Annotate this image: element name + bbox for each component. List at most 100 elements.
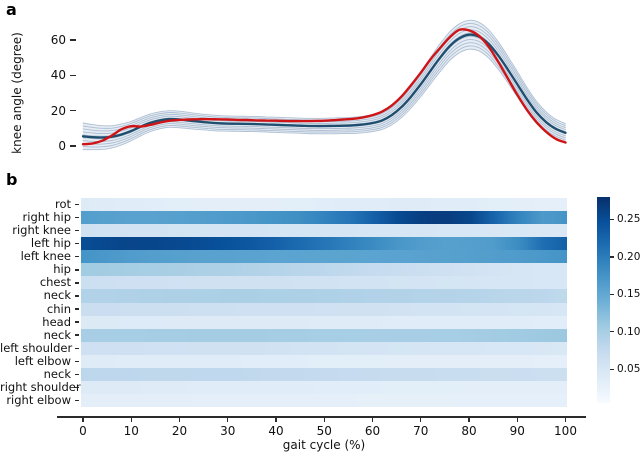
x-tick-label: 30 — [220, 424, 236, 438]
heatmap-row-label: right shoulder — [0, 379, 81, 394]
colorbar-tick-mark — [610, 293, 614, 296]
heatmap-row — [80, 341, 567, 356]
heatmap-row — [80, 328, 567, 343]
band-line — [82, 48, 566, 151]
heatmap-row — [80, 263, 567, 277]
x-tick-mark — [275, 417, 277, 423]
x-tick-mark — [420, 417, 422, 423]
heatmap-row — [80, 354, 567, 369]
panel-a-letter: a — [6, 0, 17, 19]
red-reference-line — [81, 27, 567, 146]
heatmap-row-label: chest — [39, 275, 71, 290]
x-tick-label: 50 — [316, 424, 332, 438]
y-tick-label: 20 — [50, 103, 66, 118]
heatmap-row-label: left hip — [30, 236, 71, 251]
heatmap-row-label: neck — [43, 366, 71, 381]
heatmap-row — [80, 276, 567, 290]
heatmap-row — [80, 211, 567, 225]
band-line — [82, 45, 566, 148]
heatmap-row — [80, 315, 567, 330]
heatmap-row-label: head — [42, 314, 71, 329]
band-line — [82, 42, 566, 145]
x-axis-spine — [57, 416, 586, 418]
heatmap-row-label: neck — [43, 288, 71, 303]
x-tick-label: 90 — [509, 424, 525, 438]
x-tick-mark — [323, 417, 325, 423]
row-tick-mark — [75, 295, 79, 297]
y-tick-label: 40 — [50, 68, 66, 83]
row-tick-mark — [75, 256, 79, 258]
x-tick-label: 10 — [123, 424, 139, 438]
attention-heatmap — [80, 198, 567, 408]
row-tick-mark — [75, 269, 79, 271]
colorbar — [597, 197, 610, 403]
y-tick-mark — [70, 39, 76, 41]
panel-b-letter: b — [6, 170, 18, 189]
knee-angle-line-chart — [81, 19, 567, 151]
x-tick-mark — [564, 417, 567, 423]
heatmap-row — [80, 224, 567, 238]
row-tick-mark — [75, 360, 79, 362]
x-tick-label: 100 — [554, 424, 577, 438]
y-tick-mark — [70, 109, 76, 112]
row-tick-mark — [75, 308, 79, 310]
x-axis-label-gait-cycle: gait cycle (%) — [282, 438, 366, 452]
x-tick-label: 40 — [268, 424, 284, 438]
row-tick-mark — [75, 334, 79, 336]
x-tick-label: 0 — [79, 424, 87, 438]
x-tick-mark — [371, 417, 374, 423]
heatmap-row-label: right knee — [12, 223, 71, 238]
x-tick-label: 60 — [364, 424, 381, 438]
colorbar-tick-mark — [610, 331, 614, 333]
heatmap-row — [80, 380, 567, 395]
heatmap-row — [80, 393, 567, 408]
row-tick-mark — [75, 229, 79, 232]
x-tick-mark — [178, 417, 181, 423]
row-tick-mark — [75, 216, 79, 219]
x-tick-mark — [468, 417, 470, 423]
heatmap-row — [80, 237, 567, 251]
colorbar-tick-label: 0.15 — [617, 288, 640, 301]
heatmap-row-label: left knee — [20, 249, 71, 264]
colorbar-tick-label: 0.25 — [617, 213, 640, 226]
x-tick-mark — [82, 417, 84, 423]
heatmap-row — [80, 289, 567, 303]
y-tick-label: 60 — [50, 33, 66, 48]
band-line — [82, 29, 566, 135]
band-line — [82, 19, 566, 127]
x-tick-mark — [130, 417, 132, 423]
heatmap-row-label: hip — [53, 262, 71, 277]
row-tick-mark — [75, 386, 79, 389]
colorbar-tick-label: 0.20 — [617, 250, 640, 263]
row-tick-mark — [75, 243, 79, 245]
row-tick-mark — [75, 347, 79, 349]
heatmap-row-label: right hip — [22, 210, 71, 225]
y-tick-mark — [70, 74, 76, 77]
row-tick-mark — [75, 373, 79, 376]
colorbar-tick-label: 0.10 — [617, 325, 640, 338]
heatmap-row — [80, 367, 567, 382]
heatmap-row — [80, 198, 567, 212]
row-tick-mark — [75, 399, 79, 402]
heatmap-row-label: chin — [46, 301, 71, 316]
heatmap-row — [80, 302, 567, 316]
colorbar-tick-mark — [610, 218, 614, 221]
row-tick-mark — [75, 321, 79, 323]
heatmap-row-label: neck — [43, 327, 71, 342]
row-tick-mark — [75, 282, 79, 284]
colorbar-tick-mark — [610, 256, 614, 258]
row-tick-mark — [75, 203, 79, 206]
heatmap-row-label: left elbow — [14, 353, 71, 368]
x-tick-label: 20 — [171, 424, 188, 438]
heatmap-row — [80, 250, 567, 264]
x-tick-mark — [227, 417, 229, 423]
x-tick-label: 70 — [413, 424, 429, 438]
x-tick-label: 80 — [461, 424, 477, 438]
x-tick-mark — [516, 417, 518, 423]
y-tick-label: 0 — [58, 139, 66, 153]
y-tick-mark — [70, 145, 76, 147]
colorbar-tick-mark — [610, 368, 614, 370]
heatmap-row-label: rot — [54, 197, 71, 211]
heatmap-row-label: left shoulder — [0, 340, 73, 355]
